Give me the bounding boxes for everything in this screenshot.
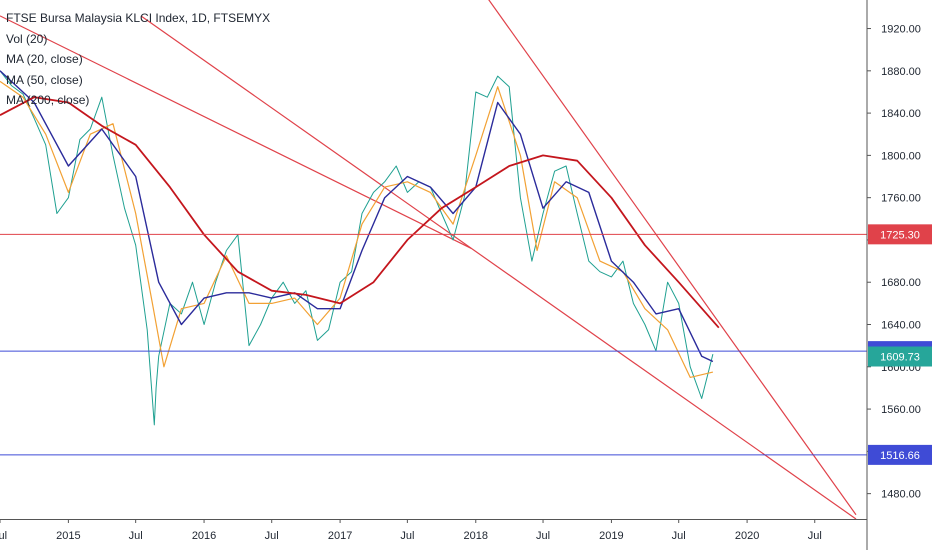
- y-tick-label: 1480.00: [881, 489, 921, 501]
- x-tick-label: Jul: [536, 530, 550, 542]
- series-layer: [0, 70, 720, 426]
- legend-title[interactable]: FTSE Bursa Malaysia KLCI Index, 1D, FTSE…: [6, 11, 271, 25]
- x-tick-label: Jul: [808, 530, 822, 542]
- y-tick-label: 1880.00: [881, 66, 921, 78]
- chart-legend: FTSE Bursa Malaysia KLCI Index, 1D, FTSE…: [6, 8, 270, 111]
- x-tick-label: 2020: [735, 530, 759, 542]
- x-tick-label: Jul: [265, 530, 279, 542]
- y-tick-label: 1920.00: [881, 24, 921, 36]
- legend-item-ma20[interactable]: MA (20, close): [6, 52, 83, 66]
- y-tick-label: 1680.00: [881, 277, 921, 289]
- x-tick-label: 2016: [192, 530, 216, 542]
- price-axis[interactable]: 1480.001520.001560.001600.001640.001680.…: [867, 24, 921, 501]
- legend-item-ma50[interactable]: MA (50, close): [6, 72, 83, 87]
- price-label-1516.66: 1516.66: [868, 444, 932, 465]
- y-tick-label: 1760.00: [881, 193, 921, 205]
- svg-text:1516.66: 1516.66: [880, 450, 920, 462]
- series-line-ma200[interactable]: [0, 96, 720, 329]
- y-tick-label: 1800.00: [881, 150, 921, 162]
- series-line-ma50[interactable]: [0, 70, 714, 363]
- x-tick-label: Jul: [672, 530, 686, 542]
- x-tick-label: Jul: [400, 530, 414, 542]
- time-axis[interactable]: Jul 2015 Jul 2016 Jul 2017 Jul 2018 Jul 2019 Jul 20…: [0, 519, 822, 542]
- x-tick-label: Jul: [0, 530, 7, 542]
- y-tick-label: 1640.00: [881, 320, 921, 332]
- trendline-1[interactable]: [0, 15, 472, 249]
- x-tick-label: Jul: [129, 530, 143, 542]
- x-tick-label: 2015: [56, 530, 80, 542]
- legend-item-ma200[interactable]: MA (200, close): [6, 93, 90, 107]
- y-tick-label: 1840.00: [881, 108, 921, 120]
- trendline-2[interactable]: [140, 15, 857, 520]
- legend-item-vol[interactable]: Vol (20): [6, 31, 48, 46]
- x-tick-label: 2019: [599, 530, 623, 542]
- horizontal-lines-layer: [0, 233, 867, 456]
- svg-text:1725.30: 1725.30: [880, 229, 920, 241]
- x-tick-label: 2017: [328, 530, 352, 542]
- x-tick-label: 2018: [464, 530, 488, 542]
- trendlines-layer: [0, 0, 857, 520]
- trendline-3[interactable]: [479, 0, 857, 516]
- price-label-1725.30: 1725.30: [868, 224, 932, 245]
- last-price-label: 1609.73: [868, 346, 932, 367]
- svg-text:1609.73: 1609.73: [880, 352, 920, 364]
- series-line-ma20[interactable]: [0, 80, 714, 378]
- series-line-price[interactable]: [0, 70, 714, 426]
- y-tick-label: 1560.00: [881, 404, 921, 416]
